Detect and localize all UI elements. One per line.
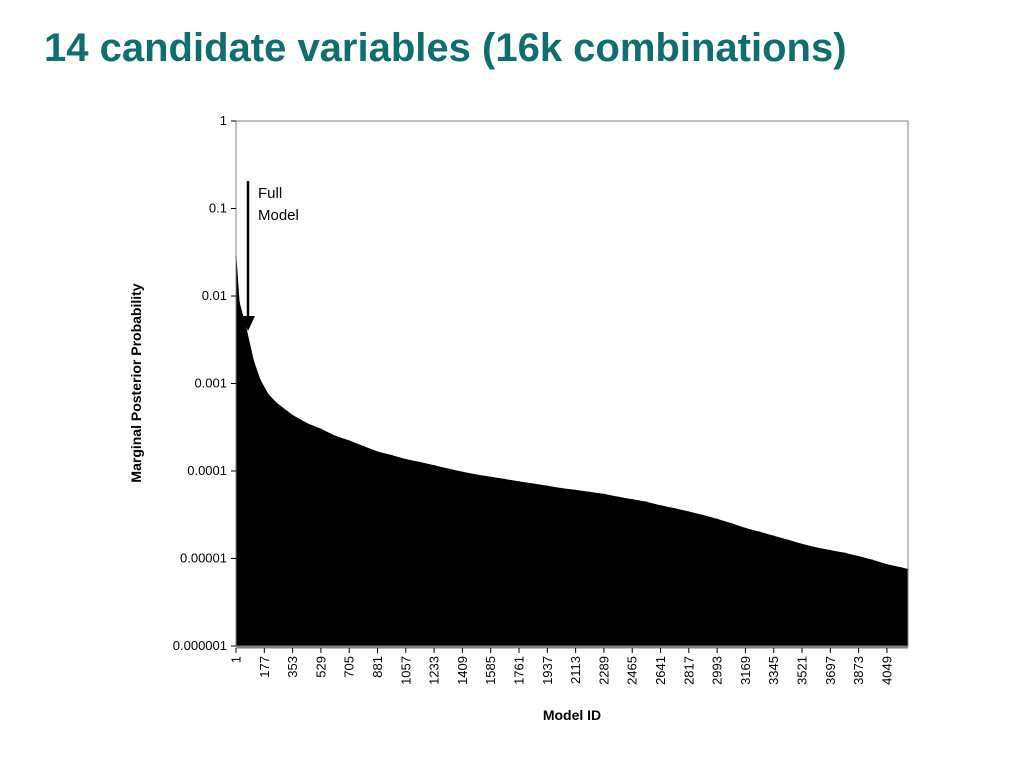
data-point [617, 496, 619, 499]
data-point [489, 476, 492, 479]
x-tick-label: 705 [342, 656, 357, 678]
series-area [235, 256, 909, 647]
data-point [758, 531, 761, 533]
y-tick-label: 0.00001 [180, 551, 227, 566]
data-point [843, 552, 846, 554]
x-tick-label: 1057 [398, 656, 413, 685]
data-point [475, 474, 478, 476]
x-tick-label: 3169 [738, 656, 753, 685]
x-tick-label: 3521 [795, 656, 810, 685]
data-point [433, 464, 435, 467]
data-point [673, 508, 676, 510]
data-point [744, 527, 747, 530]
data-point [518, 481, 520, 483]
data-point [362, 445, 365, 448]
data-point [702, 514, 704, 517]
x-tick-label: 1 [229, 656, 244, 663]
data-point [787, 539, 789, 541]
x-tick-label: 529 [313, 656, 328, 678]
x-tick-label: 1233 [427, 656, 442, 685]
data-point [305, 422, 308, 425]
data-point [659, 505, 662, 507]
x-tick-label: 1937 [540, 656, 555, 685]
data-point [546, 485, 549, 488]
data-point [603, 493, 605, 496]
data-point [716, 518, 718, 521]
annotation-label-line2: Model [258, 207, 299, 224]
data-point [631, 498, 633, 501]
data-point [645, 501, 648, 504]
data-point [815, 547, 817, 549]
x-tick-label: 2993 [710, 656, 725, 685]
data-point [320, 428, 322, 431]
data-point [291, 414, 294, 417]
y-tick-label: 0.000001 [173, 638, 227, 653]
slide-title: 14 candidate variables (16k combinations… [44, 26, 847, 70]
data-point [419, 461, 421, 464]
data-point [688, 511, 690, 513]
data-point [238, 301, 240, 304]
x-tick-label: 2641 [653, 656, 668, 685]
data-point [801, 543, 803, 546]
data-point [259, 379, 261, 381]
data-point [872, 559, 874, 562]
annotation-label-line1: Full [258, 185, 282, 202]
data-point [447, 468, 450, 470]
x-tick-label: 2113 [568, 656, 583, 684]
annotation-arrowhead-icon [241, 316, 255, 331]
x-axis-title: Model ID [543, 707, 601, 723]
data-point [348, 440, 351, 442]
data-point [461, 471, 464, 474]
data-point [857, 555, 860, 558]
full-model-annotation: Full Model [241, 181, 299, 331]
data-point [900, 567, 902, 569]
data-point [589, 491, 591, 494]
data-point [730, 522, 733, 525]
data-point [390, 454, 393, 457]
x-tick-label: 2289 [596, 656, 611, 685]
x-tick-label: 3697 [823, 656, 838, 685]
y-tick-label: 0.001 [194, 376, 227, 391]
data-point [886, 563, 888, 566]
data-point [574, 489, 577, 492]
data-point [560, 487, 563, 490]
data-point [829, 549, 832, 552]
x-tick-label: 2465 [625, 656, 640, 685]
x-tick-label: 881 [370, 656, 385, 678]
y-tick-label: 0.1 [209, 201, 227, 216]
x-tick-label: 177 [257, 656, 272, 678]
x-tick-label: 1585 [483, 656, 498, 685]
data-point [267, 393, 269, 396]
data-point [504, 478, 506, 481]
x-tick-label: 3873 [851, 656, 866, 685]
y-tick-label: 1 [220, 113, 227, 128]
y-tick-label: 0.01 [202, 288, 227, 303]
x-tick-label: 1409 [455, 656, 470, 685]
x-tick-label: 3345 [766, 656, 781, 685]
x-tick-label: 1761 [512, 656, 527, 685]
data-point [532, 483, 534, 485]
data-point [275, 402, 277, 404]
data-point [334, 435, 336, 438]
x-tick-label: 353 [285, 656, 300, 678]
x-tick-label: 2817 [681, 656, 696, 685]
x-tick-label: 4049 [879, 656, 894, 685]
plot-area [235, 256, 909, 647]
y-axis-title: Marginal Posterior Probability [128, 283, 144, 482]
data-point [376, 451, 379, 453]
data-point [405, 458, 407, 461]
data-point [772, 535, 775, 537]
data-point [252, 360, 255, 363]
y-tick-label: 0.0001 [187, 463, 227, 478]
